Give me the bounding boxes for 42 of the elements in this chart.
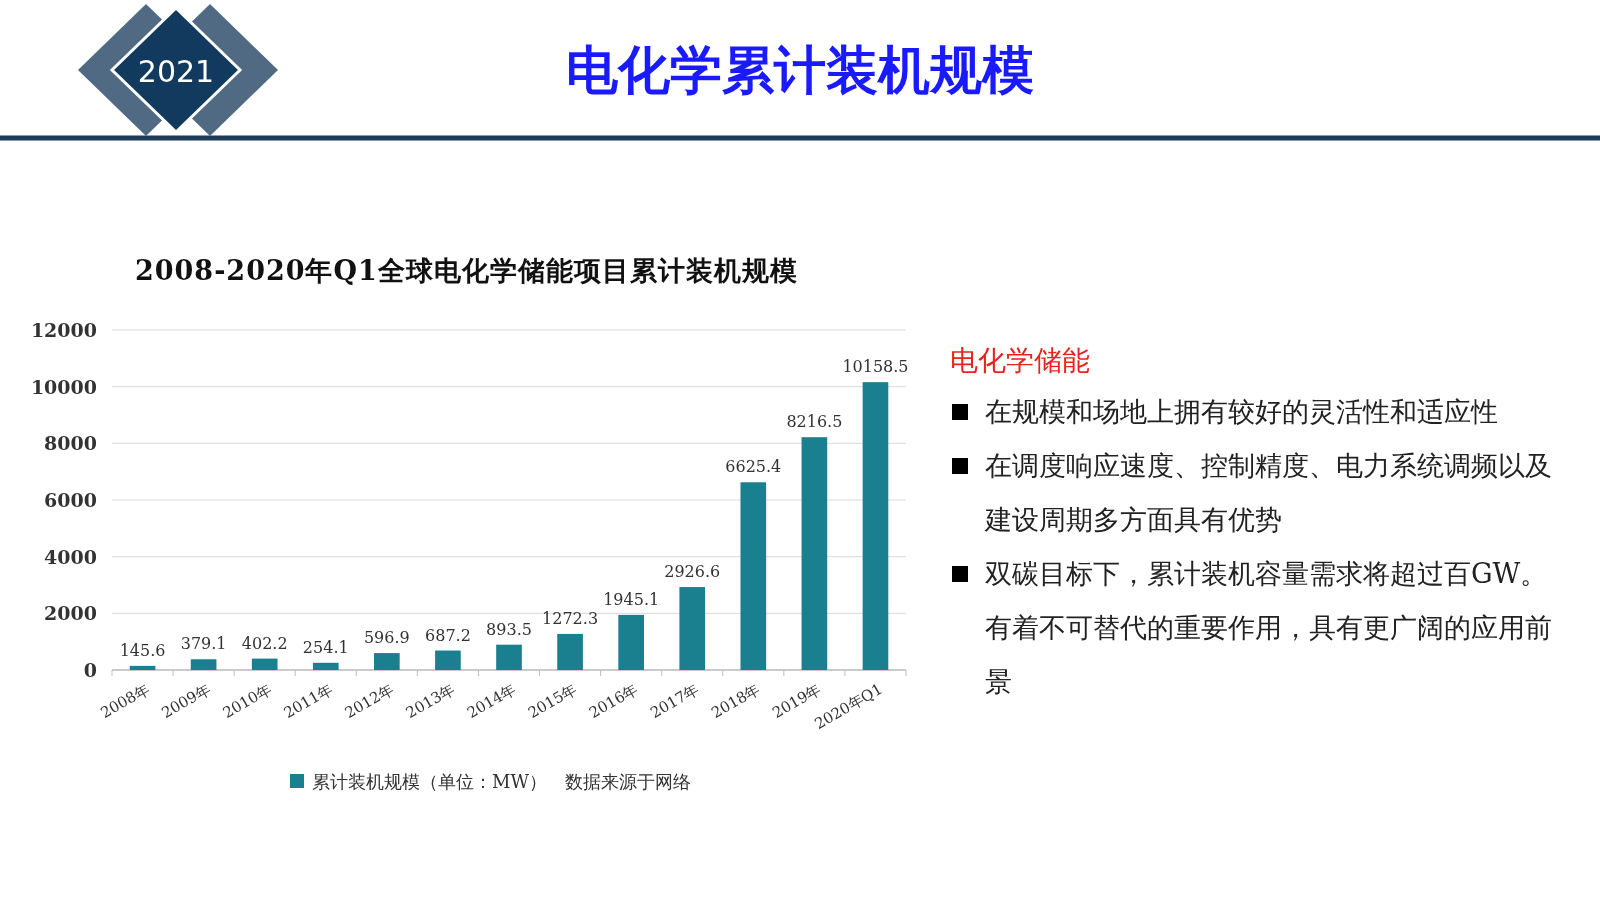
bar bbox=[435, 650, 461, 670]
data-label: 402.2 bbox=[241, 633, 288, 653]
data-label: 596.9 bbox=[363, 628, 410, 648]
bar bbox=[740, 482, 767, 670]
data-label: 145.6 bbox=[119, 640, 166, 660]
bar bbox=[801, 437, 828, 670]
bar bbox=[190, 659, 217, 670]
y-tick-label: 12000 bbox=[30, 319, 97, 341]
bar bbox=[129, 665, 156, 670]
data-label: 10158.5 bbox=[842, 357, 909, 377]
data-label: 1945.1 bbox=[603, 589, 660, 609]
data-label: 1272.3 bbox=[542, 608, 599, 628]
bar bbox=[496, 644, 522, 670]
data-label: 8216.5 bbox=[786, 412, 843, 432]
bar bbox=[251, 658, 278, 670]
bar bbox=[312, 662, 339, 670]
y-tick-label: 4000 bbox=[44, 545, 97, 568]
y-tick-label: 2000 bbox=[44, 602, 97, 625]
legend-label: 累计装机规模（单位：MW） bbox=[312, 771, 547, 792]
bar bbox=[618, 614, 644, 670]
y-tick-label: 6000 bbox=[44, 489, 97, 511]
bar bbox=[679, 587, 706, 670]
data-label: 687.2 bbox=[425, 625, 471, 645]
data-label: 6625.4 bbox=[725, 457, 782, 477]
bar bbox=[374, 653, 400, 670]
y-tick-label: 0 bbox=[83, 659, 97, 681]
chart-title: 2008-2020年Q1全球电化学储能项目累计装机规模 bbox=[135, 255, 798, 286]
text: 电化学累计装机规模 bbox=[566, 40, 1034, 100]
text: 数据来源于网络 bbox=[564, 771, 691, 792]
y-tick-label: 10000 bbox=[30, 375, 97, 398]
data-label: 893.5 bbox=[486, 619, 532, 639]
bar bbox=[862, 382, 889, 670]
text: 在调度响应速度、控制精度、电力系统调频以及建设周期多方面具有优势 bbox=[985, 449, 1553, 537]
text: 电化学储能 bbox=[950, 344, 1090, 377]
text: 在规模和场地上拥有较好的灵活性和适应性 bbox=[985, 395, 1499, 429]
data-label: 254.1 bbox=[302, 637, 349, 657]
bar bbox=[557, 633, 583, 670]
data-label: 2926.6 bbox=[664, 562, 721, 582]
y-tick-label: 8000 bbox=[44, 432, 97, 455]
data-label: 379.1 bbox=[180, 634, 227, 654]
text: 双碳目标下，累计装机容量需求将超过百GW。有着不可替代的重要作用，具有更广阔的应用前景 bbox=[985, 557, 1553, 699]
text: 2021 bbox=[137, 54, 215, 89]
